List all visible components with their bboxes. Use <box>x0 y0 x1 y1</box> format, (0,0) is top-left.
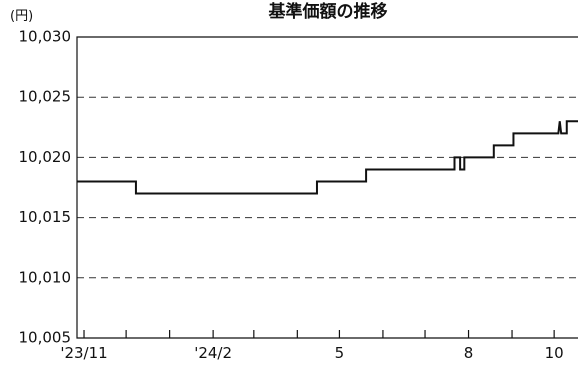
labels: 10,005 10,010 10,015 10,020 10,025 10,030 '23/… <box>19 28 564 363</box>
x-tick-label: 8 <box>464 344 474 362</box>
axis-frame <box>76 36 578 339</box>
y-tick-label: 10,030 <box>19 28 72 46</box>
nav-series-line <box>77 120 578 195</box>
series <box>77 120 578 195</box>
x-tick-label: 10 <box>545 344 564 362</box>
y-unit-label: (円) <box>10 9 33 24</box>
y-tick-label: 10,005 <box>19 329 72 347</box>
x-tick-label: '23/11 <box>60 344 107 362</box>
x-tick-label: '24/2 <box>194 344 232 362</box>
y-tick-label: 10,010 <box>19 268 72 286</box>
chart-title: 基準価額の推移 <box>268 1 388 22</box>
y-tick-label: 10,020 <box>19 148 72 166</box>
axes <box>76 36 578 339</box>
y-tick-label: 10,025 <box>19 88 72 106</box>
gridlines <box>77 96 578 279</box>
x-tick-label: 5 <box>335 344 345 362</box>
y-tick-label: 10,015 <box>19 208 72 226</box>
